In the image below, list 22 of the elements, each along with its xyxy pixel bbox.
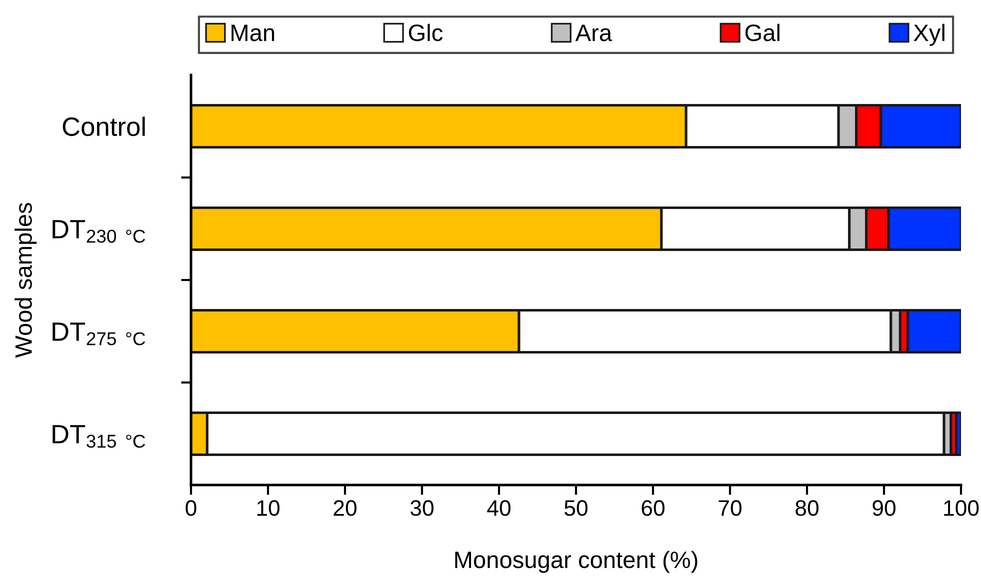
x-tick-label: 90 — [872, 500, 896, 516]
legend-label: Xyl — [914, 24, 944, 46]
x-tick-label: 40 — [487, 500, 510, 516]
x-tick-label: 60 — [642, 500, 664, 516]
x-tick-label: 70 — [718, 500, 742, 516]
x-tick-label: 10 — [257, 500, 280, 516]
x-tick-label: 0 — [186, 500, 196, 516]
y-tick-label: DT$_{275 °C}$ — [52, 322, 146, 346]
legend-label: Gal — [745, 24, 780, 42]
x-tick-label: 30 — [410, 500, 434, 516]
legend-label: Man — [232, 24, 274, 42]
x-axis-title: Monosugar content (%) — [455, 550, 698, 573]
x-tick-label: 20 — [334, 500, 356, 516]
y-tick-label: DT$_{315 °C}$ — [52, 425, 146, 448]
x-tick-label: 100 — [944, 500, 979, 516]
y-axis-title: Wood samples — [14, 202, 37, 358]
y-tick-label: DT$_{230 °C}$ — [52, 220, 146, 243]
x-tick-label: 50 — [564, 500, 588, 516]
legend-label: Ara — [575, 24, 612, 42]
legend-label: Glc — [408, 24, 443, 42]
y-tick-label: Control — [62, 116, 145, 136]
x-tick-label: 80 — [796, 500, 818, 516]
